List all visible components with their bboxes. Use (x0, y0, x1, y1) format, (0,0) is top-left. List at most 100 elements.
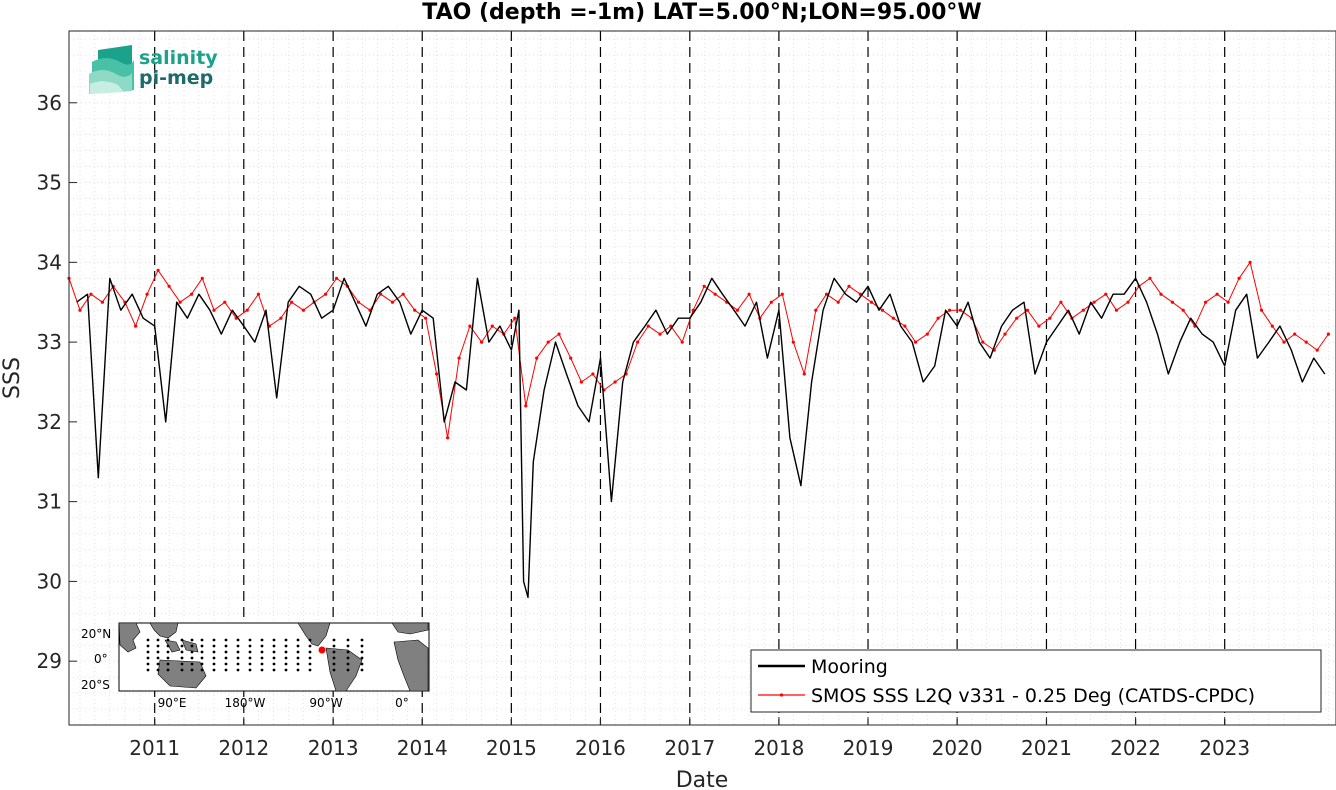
smos-data-point (212, 308, 216, 312)
x-tick-label: 2016 (575, 736, 626, 760)
inset-map-buoy-dot (248, 662, 252, 666)
smos-data-point (579, 380, 584, 384)
logo-text-line1: salinity (139, 47, 218, 69)
legend-label-smos: SMOS SSS L2Q v331 - 0.25 Deg (CATDS-CPDC… (811, 685, 1255, 707)
inset-map-buoy-dot (146, 662, 150, 666)
smos-data-point (490, 324, 494, 328)
smos-data-point (1248, 260, 1252, 264)
inset-map-buoy-dot (166, 656, 170, 660)
inset-map-buoy-dot (190, 668, 194, 672)
inset-map-buoy-dot (272, 644, 276, 648)
x-tick-label: 2013 (308, 736, 359, 760)
series-layer (67, 260, 1330, 599)
y-tick-label: 34 (37, 250, 62, 274)
inset-map-buoy-dot (224, 650, 228, 654)
x-tick-label: 2022 (1110, 736, 1161, 760)
inset-map-buoy-dot (296, 662, 300, 666)
map-lat-label-0: 0° (94, 652, 108, 666)
inset-map-buoy-dot (224, 638, 228, 642)
inset-map-buoy-dot (332, 638, 336, 642)
smos-data-point (1126, 300, 1130, 304)
smos-data-point (791, 340, 795, 344)
inset-map-buoy-dot (284, 662, 288, 666)
mooring-series-line (76, 277, 1326, 599)
inset-map-buoy-dot (212, 656, 216, 660)
inset-map-buoy-dot (284, 668, 288, 672)
smos-data-point (1081, 308, 1085, 312)
smos-data-point (279, 316, 283, 320)
smos-data-point (1293, 332, 1297, 336)
inset-map-buoy-dot (332, 662, 336, 666)
smos-data-point (256, 292, 260, 296)
x-tick-label: 2012 (218, 736, 269, 760)
smos-data-point (981, 340, 985, 344)
inset-map-buoy-dot (146, 668, 150, 672)
map-lon-label-90w: 90°W (309, 696, 342, 710)
smos-data-point (1104, 292, 1108, 296)
smos-data-point (290, 300, 294, 304)
inset-map-buoy-dot (224, 644, 228, 648)
inset-map-buoy-dot (212, 644, 216, 648)
inset-map-buoy-dot (360, 662, 364, 666)
smos-data-point (100, 300, 104, 304)
inset-map-buoy-dot (296, 638, 300, 642)
smos-data-point (379, 292, 383, 296)
inset-map-buoy-dot (236, 650, 240, 654)
inset-map-buoy-dot (200, 668, 204, 672)
inset-map-buoy-dot (166, 638, 170, 642)
inset-map-buoy-dot (346, 668, 350, 672)
inset-map-buoy-dot (308, 656, 312, 660)
map-lat-label-20n: 20°N (81, 627, 111, 641)
inset-map-buoy-dot (180, 650, 184, 654)
chart-title: TAO (depth =-1m) LAT=5.00°N;LON=95.00°W (422, 0, 981, 25)
x-tick-label: 2019 (843, 736, 894, 760)
smos-data-point (557, 332, 561, 336)
smos-data-point (401, 292, 405, 296)
inset-map-buoy-dot (308, 638, 312, 642)
inset-map-buoy-dot (284, 650, 288, 654)
smos-data-point (880, 308, 885, 312)
inset-map-buoy-dot (272, 638, 276, 642)
smos-data-point (424, 316, 428, 320)
inset-map-buoy-dot (248, 668, 252, 672)
smos-data-point (1304, 340, 1308, 344)
map-lon-label-0: 0° (395, 696, 409, 710)
salinity-pimep-logo: salinity pi-mep (89, 45, 218, 94)
inset-map-buoy-dot (332, 644, 336, 648)
smos-data-point (468, 324, 472, 328)
year-divider-lines (154, 31, 1226, 725)
smos-data-point (847, 284, 851, 288)
inset-map-buoy-dot (360, 650, 364, 654)
smos-data-point (925, 332, 929, 336)
smos-data-point (457, 356, 461, 360)
inset-map-buoy-dot (296, 656, 300, 660)
inset-map-buoy-dot (146, 644, 150, 648)
smos-data-point (413, 308, 417, 312)
inset-map-buoy-dot (236, 644, 240, 648)
smos-data-point (769, 300, 773, 304)
inset-map-buoy-dot (332, 656, 336, 660)
smos-data-point (903, 324, 907, 328)
smos-data-point (223, 300, 227, 304)
smos-data-point (780, 292, 784, 296)
inset-map-buoy-dot (248, 650, 252, 654)
smos-data-point (324, 292, 328, 296)
smos-data-point (546, 340, 550, 344)
smos-data-point (1015, 316, 1019, 320)
smos-data-point (1270, 324, 1274, 328)
x-tick-label: 2015 (486, 736, 537, 760)
x-tick-label: 2017 (664, 736, 715, 760)
inset-map-buoy-dot (156, 644, 160, 648)
inset-map-buoy-dot (200, 644, 204, 648)
inset-map-buoy-dot (272, 650, 276, 654)
smos-data-point (480, 340, 484, 344)
inset-map-buoy-dot (166, 668, 170, 672)
smos-data-point (1148, 276, 1152, 280)
inset-map-buoy-dot (180, 638, 184, 642)
inset-map-buoy-dot (156, 650, 160, 654)
smos-data-point (1025, 308, 1029, 312)
x-tick-label: 2014 (397, 736, 448, 760)
inset-map-buoy-dot (156, 638, 160, 642)
y-tick-label: 33 (37, 330, 62, 354)
map-lon-label-180w: 180°W (225, 696, 266, 710)
